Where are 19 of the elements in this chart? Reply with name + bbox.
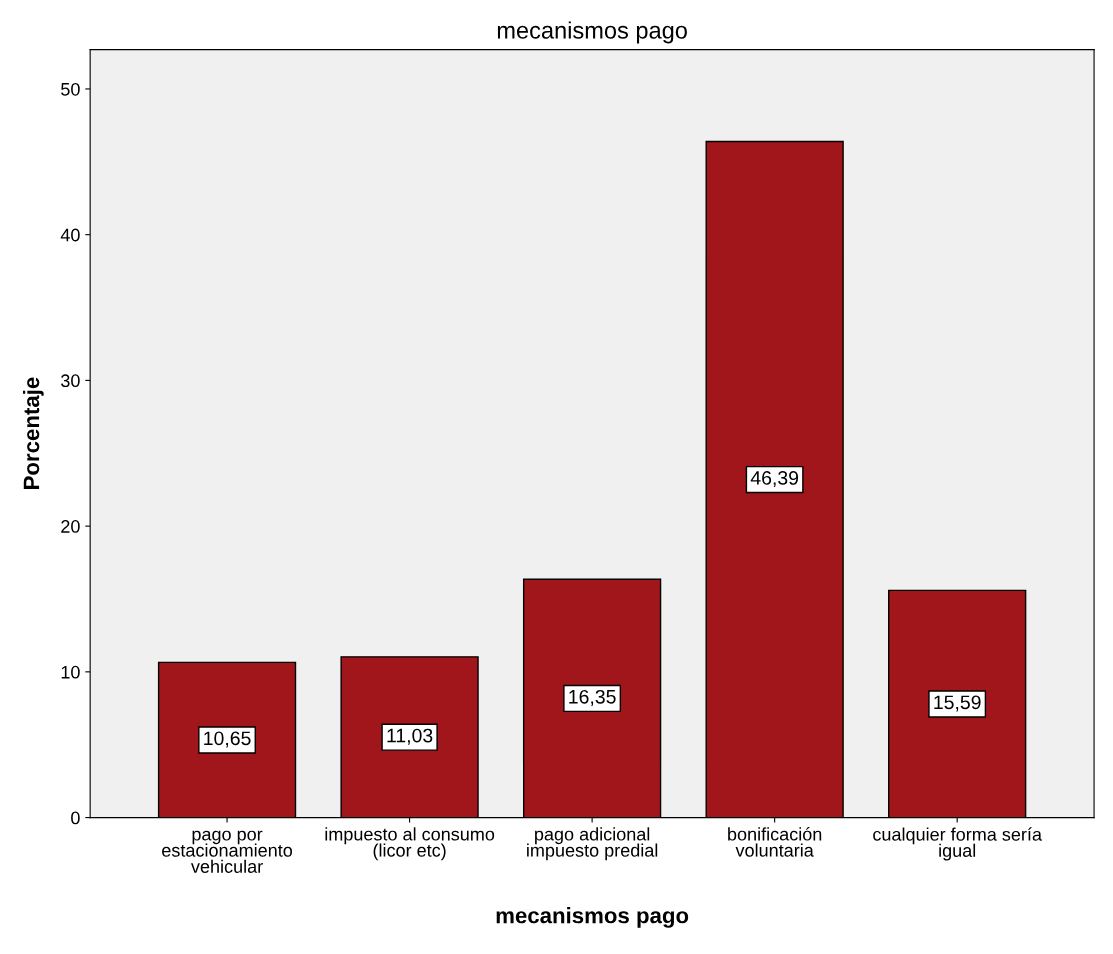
data-label: 16,35 <box>569 689 616 706</box>
x-tick-label: bonificación voluntaria <box>728 827 822 857</box>
y-tick-label: 40 <box>60 228 80 242</box>
data-label: 15,59 <box>934 695 981 712</box>
data-label: 46,39 <box>750 471 799 488</box>
y-tick-label: 0 <box>71 811 80 825</box>
x-axis-title: mecanismos pago <box>496 907 689 928</box>
x-tick-label: impuesto al consumo (licor etc) <box>325 827 495 861</box>
data-label: 11,03 <box>387 728 433 745</box>
x-tick-label: pago por estacionamiento vehicular <box>162 830 293 873</box>
y-axis-title: Porcentaje <box>22 377 44 489</box>
y-tick-label: 30 <box>61 374 80 388</box>
y-tick-label: 20 <box>61 520 80 533</box>
y-tick-label: 10 <box>61 665 80 679</box>
x-tick-label: cualquier forma sería igual <box>873 827 1042 861</box>
x-tick-label: pago adicional impuesto predial <box>527 827 658 861</box>
data-label: 10,65 <box>204 731 251 748</box>
y-tick-label: 50 <box>61 82 80 96</box>
chart-title: mecanismos pago <box>497 21 687 44</box>
